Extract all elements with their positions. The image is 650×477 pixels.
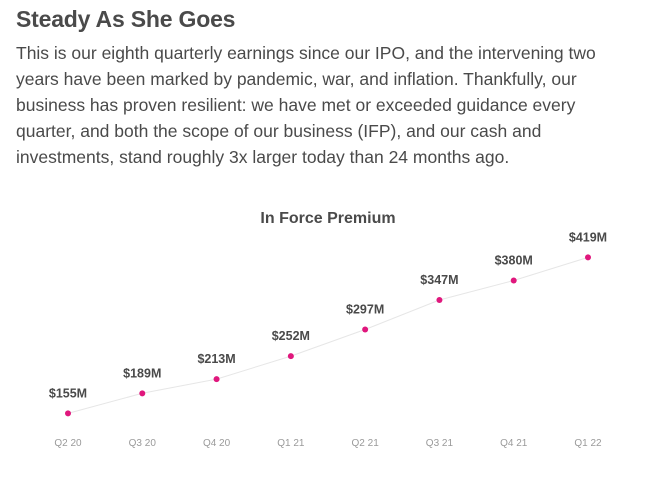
chart-labels-layer: $155M $189M $213M $252M $297M $347M $380M $419M	[49, 230, 607, 400]
chart-title: In Force Premium	[260, 210, 395, 227]
data-point	[287, 353, 294, 360]
page-title: Steady As She Goes	[16, 6, 236, 32]
data-point	[362, 326, 369, 333]
data-point	[213, 376, 220, 383]
x-tick-label: Q1 21	[277, 438, 305, 449]
data-label: $380M	[495, 253, 533, 267]
chart-line-layer	[67, 256, 589, 414]
data-point	[510, 277, 517, 284]
data-point	[139, 390, 146, 397]
data-point	[436, 296, 443, 303]
x-tick-label: Q2 20	[54, 438, 82, 449]
x-tick-label: Q4 21	[500, 438, 528, 449]
x-tick-label: Q3 20	[129, 438, 157, 449]
x-tick-label: Q2 21	[352, 438, 380, 449]
ifp-line-chart: In Force Premium $155M $189M $213M $252M $29…	[49, 210, 607, 449]
data-label: $189M	[123, 366, 161, 380]
data-label: $252M	[272, 329, 310, 343]
data-point	[585, 254, 591, 261]
x-tick-label: Q1 22	[574, 438, 602, 449]
x-tick-label: Q4 20	[203, 438, 231, 449]
chart-ticks-layer: Q2 20 Q3 20 Q4 20 Q1 21 Q2 21 Q3 21 Q4 21 Q1 22	[54, 438, 602, 449]
data-point	[65, 410, 71, 417]
intro-paragraph: This is our eighth quarterly earnings si…	[16, 43, 596, 167]
series-line	[67, 256, 589, 414]
data-label: $155M	[49, 386, 87, 400]
data-label: $297M	[346, 303, 384, 317]
chart-points-layer	[65, 254, 591, 417]
data-label: $213M	[197, 352, 235, 366]
data-label: $347M	[420, 273, 458, 287]
data-label: $419M	[569, 230, 607, 244]
x-tick-label: Q3 21	[426, 438, 454, 449]
